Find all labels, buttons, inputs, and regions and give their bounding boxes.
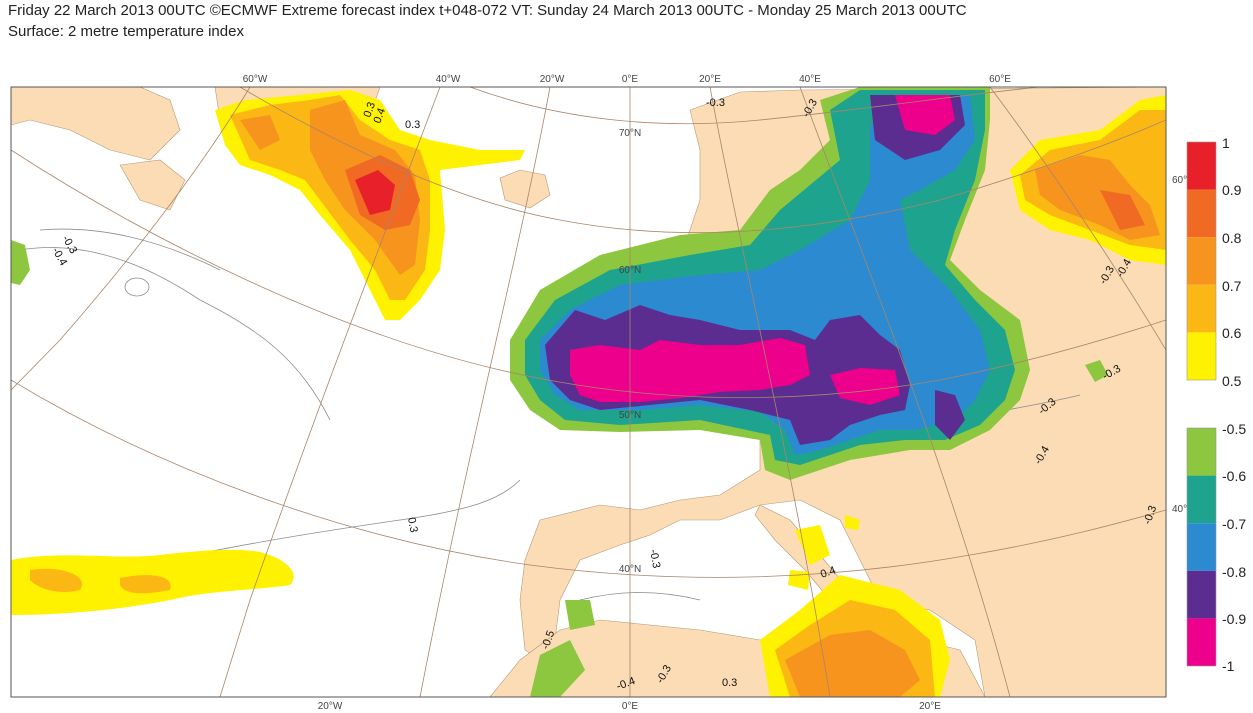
- map-area: [11, 87, 1166, 697]
- legend-label: -0.7: [1222, 516, 1246, 532]
- legend-swatch: [1187, 142, 1216, 190]
- legend-border: [1186, 427, 1217, 667]
- legend-swatch: [1187, 428, 1216, 476]
- legend-swatch: [1187, 475, 1216, 524]
- map-frame: [10, 86, 1167, 698]
- lat-label-right: 60°: [1172, 175, 1187, 186]
- contour-label: 0.3: [362, 101, 379, 119]
- lon-label: 20°W: [540, 74, 565, 85]
- legend-label: -0.5: [1222, 421, 1246, 437]
- longitude-labels-bottom: 20°W 0°E 20°E: [318, 701, 942, 712]
- iceland-land: [499, 169, 551, 209]
- legend-negative: -0.5 -0.6 -0.7 -0.8 -0.9 -1: [1186, 421, 1246, 674]
- lat-label: 40°N: [619, 564, 641, 575]
- contour-label: 0.3: [722, 677, 737, 689]
- lat-label: 60°N: [619, 265, 641, 276]
- warm-anomalies: [11, 90, 1166, 697]
- legend-label: 0.8: [1222, 230, 1242, 246]
- lat-label: 50°N: [619, 410, 641, 421]
- legend-label: -0.6: [1222, 468, 1246, 484]
- lat-label-right: 40°: [1172, 504, 1187, 515]
- legend-label: 1: [1222, 135, 1230, 151]
- legend-label: -0.8: [1222, 564, 1246, 580]
- legend-swatch: [1187, 237, 1216, 285]
- lon-label: 40°E: [799, 74, 821, 85]
- legend-swatch: [1187, 332, 1216, 380]
- lon-label: 0°E: [622, 74, 639, 85]
- contour-label: 0.4: [372, 107, 389, 125]
- legend-swatch: [1187, 523, 1216, 571]
- contour-label: -0.3: [706, 97, 725, 109]
- canada-islands-land: [11, 87, 181, 161]
- legend-swatch: [1187, 570, 1216, 619]
- chart-subtitle: Surface: 2 metre temperature index: [8, 23, 244, 40]
- legend-swatch: [1187, 284, 1216, 333]
- legend-swatch: [1187, 189, 1216, 238]
- legend-label: -0.9: [1222, 611, 1246, 627]
- lon-label: 20°E: [699, 74, 721, 85]
- legend-border: [1186, 141, 1217, 381]
- legend-positive: 1 0.9 0.8 0.7 0.6 0.5: [1186, 135, 1242, 389]
- contour-label: 0.4: [819, 564, 837, 581]
- legend-label: 0.7: [1222, 278, 1242, 294]
- legend-label: -1: [1222, 658, 1235, 674]
- lat-label: 70°N: [619, 128, 641, 139]
- chart-title: Friday 22 March 2013 00UTC ©ECMWF Extrem…: [8, 2, 967, 19]
- latitude-labels: 70°N 60°N 50°N 40°N 60° 40°: [619, 128, 1187, 575]
- lon-label: 60°W: [243, 74, 268, 85]
- longitude-labels-top: 60°W 40°W 20°W 0°E 20°E 40°E 60°E: [243, 74, 1012, 85]
- legend-label: 0.9: [1222, 182, 1242, 198]
- contour-label: 0.3: [405, 516, 419, 533]
- graticule: [11, 87, 1166, 697]
- contour-label: 0.3: [405, 119, 420, 131]
- legend-label: 0.6: [1222, 325, 1242, 341]
- lon-label: 60°E: [989, 74, 1011, 85]
- lon-label: 40°W: [436, 74, 461, 85]
- legend-swatch: [1187, 618, 1216, 666]
- cold-anomalies: [11, 87, 1108, 697]
- lon-label: 20°W: [318, 701, 343, 712]
- contour-label: -0.3: [647, 548, 662, 569]
- lon-label: 20°E: [919, 701, 941, 712]
- legend-label: 0.5: [1222, 373, 1242, 389]
- lon-label: 0°E: [622, 701, 639, 712]
